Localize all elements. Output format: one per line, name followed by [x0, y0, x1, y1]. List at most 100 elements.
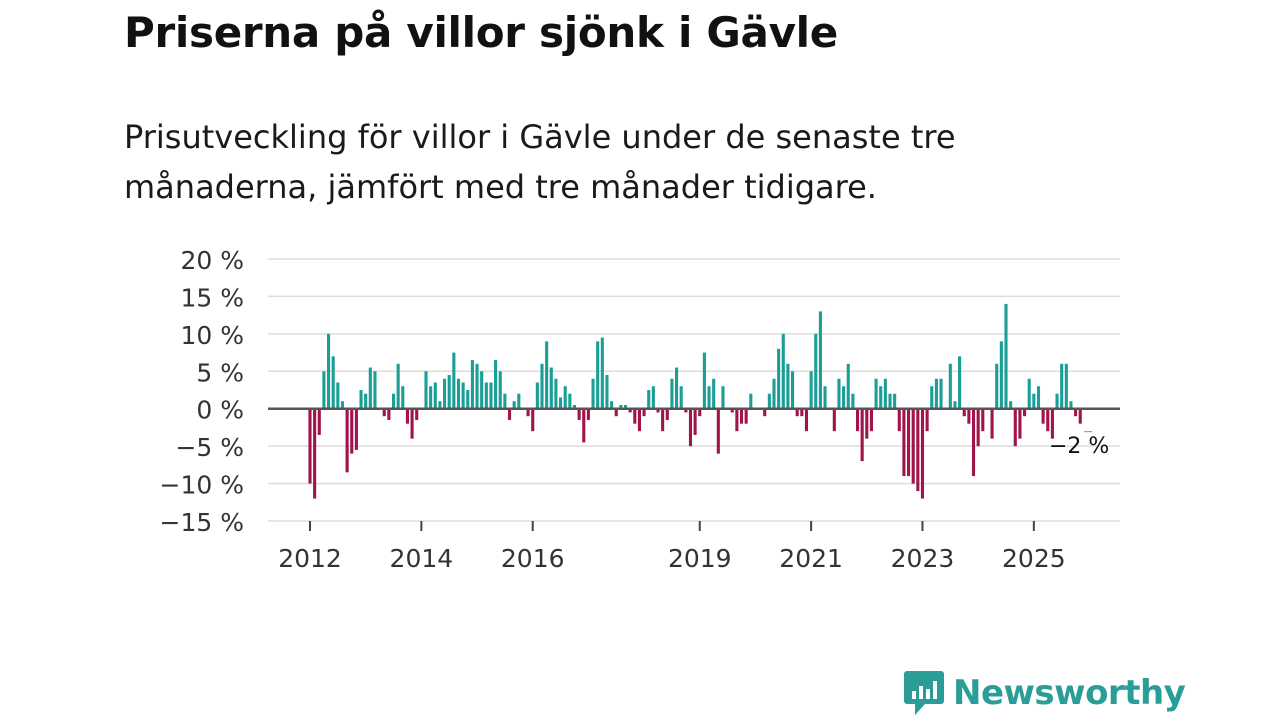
bar — [308, 408, 312, 484]
bar — [484, 382, 488, 409]
bar — [1041, 408, 1045, 424]
bar — [656, 408, 660, 413]
bar — [317, 408, 321, 435]
bar — [902, 408, 906, 477]
bar — [958, 356, 962, 409]
x-axis-labels: 2012 2014 2016 2019 2021 2023 2025 — [278, 544, 1065, 573]
bar — [1009, 401, 1013, 409]
bar — [586, 408, 590, 420]
x-tick-label: 2021 — [779, 544, 843, 573]
bar — [480, 371, 484, 409]
bar — [429, 386, 433, 409]
bar — [466, 390, 470, 409]
bar — [545, 341, 549, 409]
y-tick-label: 5 % — [196, 358, 244, 387]
bar — [1036, 386, 1041, 409]
bar — [925, 408, 929, 432]
bar — [661, 408, 665, 432]
bar — [387, 408, 391, 420]
bar — [897, 408, 901, 432]
bar — [739, 408, 744, 424]
bar — [818, 311, 822, 409]
bar — [934, 378, 938, 409]
bar — [368, 367, 372, 409]
bar — [461, 382, 465, 409]
bar — [971, 408, 976, 477]
bar — [749, 393, 753, 409]
brand-name: Newsworthy — [953, 673, 1186, 713]
bar — [772, 378, 776, 409]
bar — [837, 378, 841, 409]
bar — [447, 375, 451, 409]
bar — [735, 408, 739, 432]
bar — [540, 363, 544, 409]
bar — [930, 386, 934, 409]
bar — [800, 408, 804, 417]
bar — [623, 404, 628, 409]
bar — [1023, 408, 1027, 417]
y-tick-label: 0 % — [196, 396, 244, 425]
y-tick-label: 20 % — [180, 246, 244, 275]
y-tick-label: −5 % — [175, 433, 244, 462]
bar — [865, 408, 869, 439]
bars — [308, 303, 1082, 499]
bar — [744, 408, 748, 424]
bar — [503, 393, 507, 409]
bar — [795, 408, 799, 417]
bar — [610, 401, 614, 409]
x-tick-label: 2025 — [1002, 544, 1066, 573]
bar — [1046, 408, 1050, 432]
bar — [605, 375, 609, 409]
bar — [911, 408, 915, 484]
bar — [327, 333, 331, 409]
bar — [976, 408, 980, 447]
bar — [554, 378, 558, 409]
bar — [809, 371, 813, 409]
bar — [596, 341, 600, 409]
bar — [967, 408, 971, 424]
bar — [350, 408, 354, 454]
y-tick-label: −15 % — [160, 508, 244, 537]
bar — [559, 397, 563, 409]
bar — [614, 408, 618, 417]
bar — [781, 333, 785, 409]
bar — [470, 360, 474, 409]
bar — [860, 408, 864, 462]
bar — [642, 408, 646, 417]
bar — [549, 367, 553, 409]
bar — [563, 386, 567, 409]
axes — [268, 407, 1120, 531]
bar — [345, 408, 349, 473]
bar — [981, 408, 985, 432]
bar — [340, 401, 345, 409]
bar — [855, 408, 860, 432]
x-tick-label: 2014 — [390, 544, 454, 573]
bar — [331, 356, 335, 409]
x-tick-label: 2016 — [501, 544, 565, 573]
bar — [354, 408, 358, 450]
bar — [832, 408, 836, 432]
x-tick-label: 2019 — [668, 544, 732, 573]
bar — [907, 408, 911, 477]
bar — [712, 378, 716, 409]
chart-subtitle: Prisutveckling för villor i Gävle under … — [124, 118, 956, 206]
bar — [670, 378, 674, 409]
bar — [707, 386, 711, 409]
annotation-label: −2 % — [1049, 434, 1109, 459]
bar — [995, 363, 999, 409]
bar — [600, 337, 604, 409]
bar — [582, 408, 586, 443]
bar — [647, 390, 651, 409]
bar — [953, 401, 957, 409]
bar — [688, 408, 693, 447]
bar — [633, 408, 637, 424]
bar — [637, 408, 641, 432]
bar — [948, 363, 952, 409]
bar — [851, 393, 855, 409]
y-tick-label: 15 % — [180, 283, 244, 312]
bar — [494, 360, 498, 409]
bar — [475, 363, 479, 409]
brand-logo[interactable]: Newsworthy — [903, 668, 1186, 718]
bar — [883, 378, 887, 409]
